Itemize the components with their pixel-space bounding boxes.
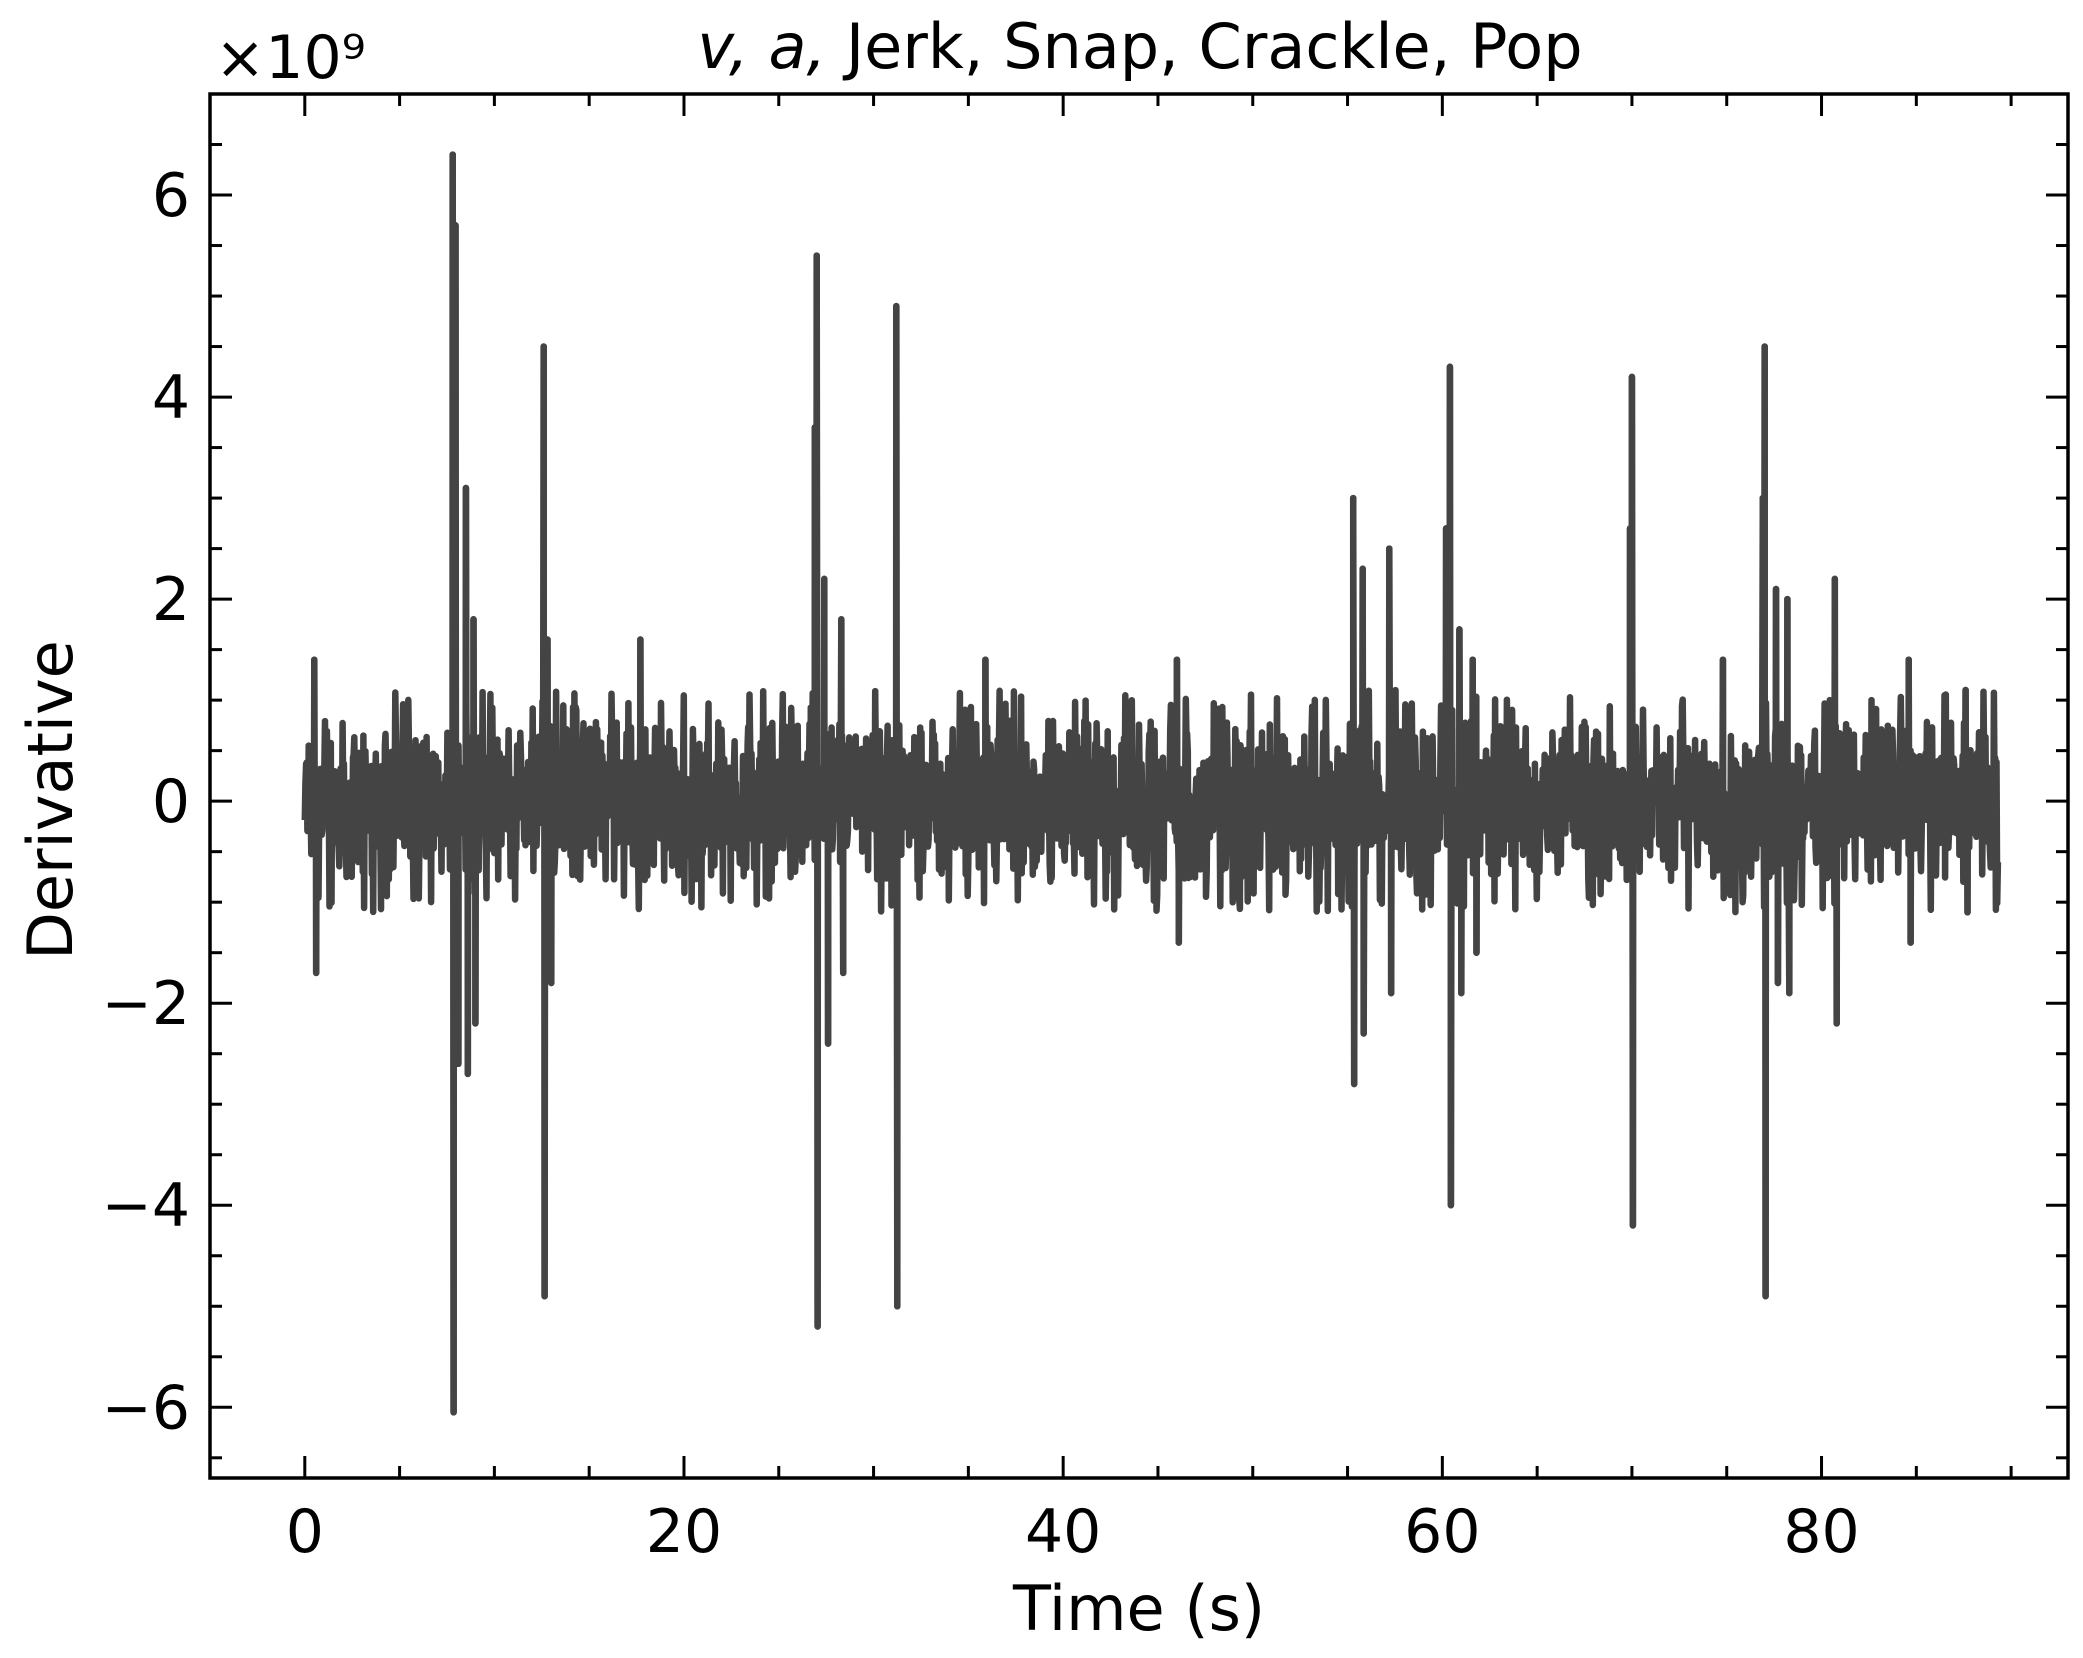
y-tick-label: 4 — [152, 363, 190, 433]
x-tick-label: 80 — [1783, 1497, 1859, 1567]
x-tick-label: 20 — [646, 1497, 722, 1567]
axis-tick-labels: 0 20 40 60 80 −6 −4 −2 0 2 4 6 — [102, 161, 1860, 1567]
x-axis-label: Time (s) — [1012, 1572, 1265, 1645]
x-tick-label: 40 — [1025, 1497, 1101, 1567]
plot-area — [301, 151, 2002, 1416]
chart-title-plain: Jerk, Snap, Crackle, Pop — [826, 10, 1582, 83]
plot-frame — [208, 92, 2070, 1480]
chart-title: v, a, Jerk, Snap, Crackle, Pop — [697, 10, 1582, 83]
y-tick-label: 2 — [152, 565, 190, 635]
x-tick-label: 0 — [286, 1497, 324, 1567]
y-tick-label: −4 — [102, 1171, 190, 1241]
spike-marks — [311, 151, 1971, 1416]
y-axis-label: Derivative — [14, 640, 87, 960]
series-line — [301, 151, 2002, 1416]
chart-title-italic: v, a, — [697, 10, 826, 83]
y-tick-label: −2 — [102, 969, 190, 1039]
y-tick-label: 6 — [152, 161, 190, 231]
y-tick-label: −6 — [102, 1373, 190, 1443]
axis-ticks — [208, 92, 2068, 1478]
x-tick-label: 60 — [1404, 1497, 1480, 1567]
y-tick-label: 0 — [152, 767, 190, 837]
y-offset-label: ×10⁹ — [215, 23, 366, 93]
